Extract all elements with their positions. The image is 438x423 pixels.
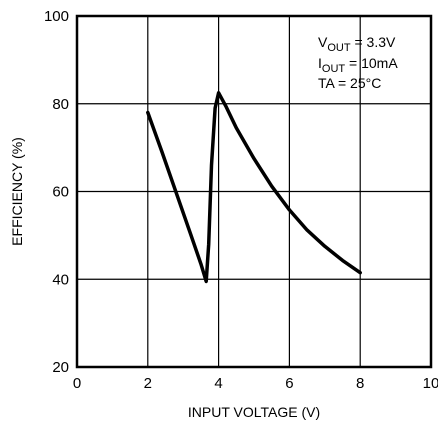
y-tick-label: 60 bbox=[52, 184, 69, 201]
y-tick-label: 20 bbox=[52, 359, 69, 376]
y-axis-label: EFFICIENCY (%) bbox=[9, 137, 25, 246]
plot-area bbox=[146, 91, 362, 284]
condition-note: VOUT = 3.3V bbox=[318, 34, 396, 54]
x-axis-label: INPUT VOLTAGE (V) bbox=[188, 404, 320, 420]
y-tick-label: 40 bbox=[52, 271, 69, 288]
condition-note: IOUT = 10mA bbox=[318, 55, 398, 75]
x-tick-label: 0 bbox=[73, 375, 81, 392]
y-tick-label: 100 bbox=[44, 8, 69, 25]
x-tick-label: 8 bbox=[356, 375, 364, 392]
y-tick-label: 80 bbox=[52, 96, 69, 113]
x-tick-label: 10 bbox=[423, 375, 438, 392]
x-tick-label: 4 bbox=[214, 375, 222, 392]
tick-labels: 0 2 4 6 8 10 20 40 60 80 100 bbox=[44, 8, 438, 392]
x-tick-label: 2 bbox=[144, 375, 152, 392]
x-tick-label: 6 bbox=[285, 375, 293, 392]
efficiency-curve bbox=[146, 91, 362, 284]
condition-note: TA = 25°C bbox=[318, 75, 381, 91]
plot-frame bbox=[75, 14, 433, 369]
